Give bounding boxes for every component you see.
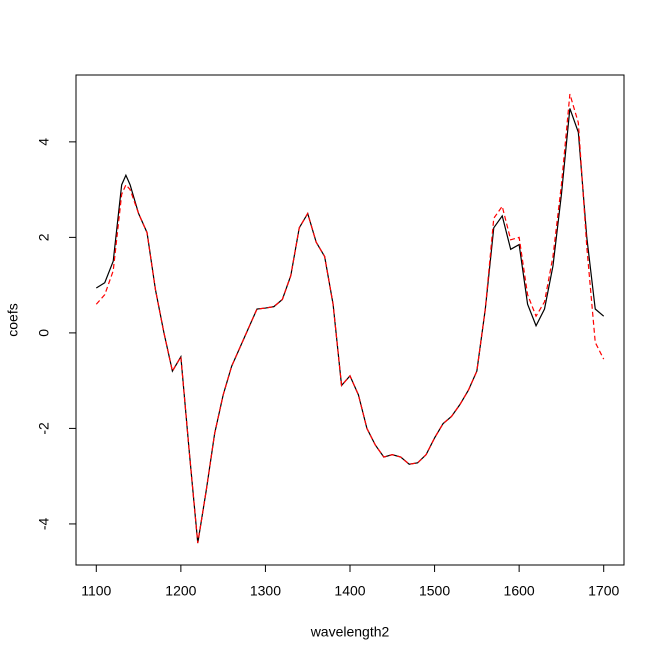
plot-frame bbox=[75, 74, 625, 566]
x-axis-label: wavelength2 bbox=[310, 624, 390, 640]
y-tick-label: 0 bbox=[36, 329, 52, 337]
y-tick-label: 4 bbox=[36, 138, 52, 146]
series-line bbox=[95, 108, 605, 544]
x-tick-label: 1400 bbox=[334, 583, 365, 599]
x-tick-label: 1200 bbox=[165, 583, 196, 599]
x-tick-label: 1300 bbox=[250, 583, 281, 599]
x-tick-label: 1500 bbox=[419, 583, 450, 599]
series-line bbox=[95, 93, 605, 544]
x-tick-label: 1700 bbox=[588, 583, 619, 599]
x-tick-label: 1600 bbox=[504, 583, 535, 599]
y-tick-label: -2 bbox=[36, 422, 52, 435]
y-tick-label: -4 bbox=[36, 517, 52, 530]
y-axis-label: coefs bbox=[5, 303, 21, 336]
x-tick-label: 1100 bbox=[81, 583, 111, 599]
y-tick-label: 2 bbox=[36, 233, 52, 241]
